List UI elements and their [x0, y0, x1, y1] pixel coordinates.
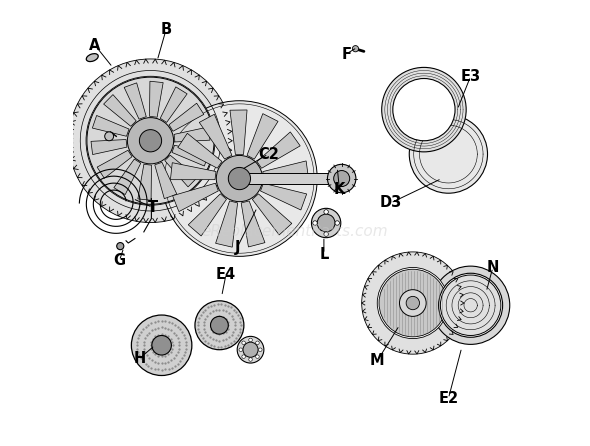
Text: E4: E4	[216, 267, 236, 281]
Circle shape	[242, 355, 245, 359]
Text: K: K	[334, 182, 345, 197]
Polygon shape	[174, 127, 210, 142]
Circle shape	[243, 342, 258, 357]
Polygon shape	[165, 155, 198, 187]
Circle shape	[117, 243, 124, 250]
Circle shape	[239, 348, 242, 351]
Circle shape	[68, 59, 232, 223]
Polygon shape	[178, 133, 222, 168]
Text: N: N	[487, 260, 499, 275]
Polygon shape	[171, 163, 216, 180]
Circle shape	[377, 268, 448, 339]
Polygon shape	[215, 201, 238, 247]
Circle shape	[249, 338, 253, 342]
Text: J: J	[234, 240, 240, 255]
Circle shape	[217, 155, 263, 202]
Text: G: G	[113, 253, 126, 268]
Circle shape	[312, 208, 341, 238]
Polygon shape	[253, 194, 292, 235]
Polygon shape	[188, 194, 227, 236]
Circle shape	[249, 358, 253, 361]
Polygon shape	[124, 83, 146, 119]
Polygon shape	[241, 201, 265, 247]
Text: C2: C2	[258, 147, 278, 161]
Circle shape	[382, 67, 466, 152]
Polygon shape	[173, 183, 218, 211]
Circle shape	[352, 45, 359, 52]
Circle shape	[162, 101, 317, 256]
Circle shape	[409, 115, 487, 193]
Text: L: L	[319, 247, 329, 262]
Circle shape	[327, 164, 356, 193]
Text: A: A	[89, 37, 101, 53]
Circle shape	[440, 275, 501, 335]
Circle shape	[317, 214, 335, 232]
Circle shape	[104, 132, 114, 141]
Text: B: B	[160, 22, 172, 37]
Polygon shape	[138, 164, 152, 200]
Text: E2: E2	[438, 391, 458, 406]
Text: T: T	[148, 200, 158, 215]
Circle shape	[438, 273, 503, 337]
Circle shape	[324, 232, 329, 236]
Text: F: F	[341, 46, 351, 62]
Polygon shape	[114, 159, 141, 194]
Text: H: H	[133, 351, 146, 366]
Circle shape	[313, 221, 317, 225]
Circle shape	[379, 269, 447, 337]
Polygon shape	[247, 114, 278, 159]
Circle shape	[431, 266, 510, 344]
Circle shape	[242, 341, 245, 345]
Polygon shape	[149, 81, 163, 117]
Polygon shape	[169, 103, 204, 131]
Circle shape	[86, 76, 215, 205]
Circle shape	[132, 315, 192, 376]
Polygon shape	[199, 114, 232, 159]
Polygon shape	[260, 183, 307, 210]
Polygon shape	[104, 95, 136, 126]
Polygon shape	[97, 150, 132, 178]
Text: D3: D3	[379, 195, 402, 211]
Circle shape	[335, 221, 339, 225]
Circle shape	[406, 296, 419, 310]
Circle shape	[399, 290, 426, 316]
Text: M: M	[370, 353, 385, 368]
Circle shape	[334, 170, 350, 186]
Text: E3: E3	[461, 69, 481, 84]
Polygon shape	[257, 132, 300, 168]
Circle shape	[228, 167, 251, 190]
Polygon shape	[91, 140, 127, 155]
Circle shape	[152, 335, 172, 355]
Polygon shape	[230, 110, 247, 154]
Circle shape	[324, 210, 329, 214]
Polygon shape	[263, 161, 309, 180]
Circle shape	[211, 316, 228, 334]
Circle shape	[362, 252, 464, 354]
Circle shape	[139, 130, 162, 152]
Polygon shape	[160, 87, 187, 122]
Ellipse shape	[86, 54, 98, 62]
Polygon shape	[155, 162, 177, 198]
Polygon shape	[93, 116, 129, 136]
Circle shape	[127, 118, 173, 164]
Circle shape	[393, 78, 455, 141]
Circle shape	[237, 336, 264, 363]
Circle shape	[258, 348, 262, 351]
Circle shape	[255, 341, 259, 345]
Circle shape	[87, 77, 214, 204]
Circle shape	[255, 355, 259, 359]
Circle shape	[195, 301, 244, 350]
Text: eReplacementParts.com: eReplacementParts.com	[202, 224, 388, 240]
Polygon shape	[172, 145, 209, 166]
Bar	[240, 173, 350, 184]
